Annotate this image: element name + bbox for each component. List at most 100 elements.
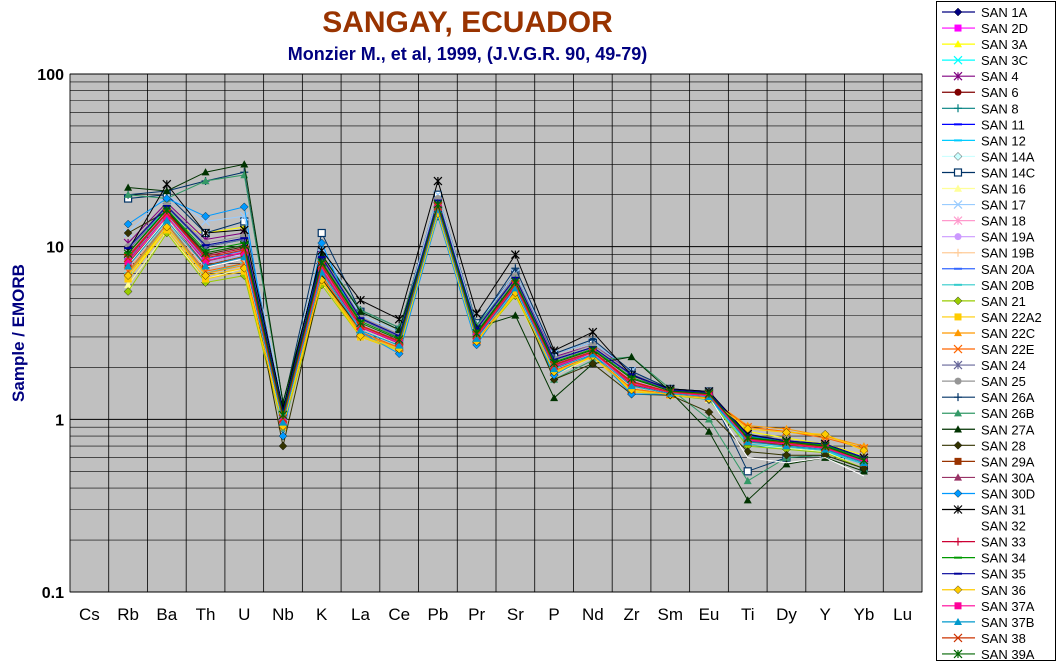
data-point [123,271,133,280]
x-tick-label: Ba [156,605,177,624]
data-point [743,476,752,485]
data-point [317,228,326,238]
data-point [954,88,962,96]
data-point [433,176,443,186]
legend-label: SAN 24 [981,358,1026,373]
legend-label: SAN 36 [981,583,1026,598]
x-tick-label: Y [820,605,831,624]
data-point [954,473,962,481]
data-point [395,341,404,349]
data-point [588,345,598,355]
legend-item: SAN 2D [942,21,1028,36]
data-point [549,358,559,368]
data-point [123,287,133,296]
data-point [394,349,404,358]
data-point [201,271,210,280]
series-line [128,163,865,501]
series-line [127,212,865,451]
legend-item: SAN 37B [942,615,1034,630]
x-tick-label: Lu [893,605,912,624]
data-point [278,410,288,420]
legend-item: SAN 22A2 [942,310,1042,325]
legend-label: SAN 19A [981,230,1035,245]
data-point [124,262,133,270]
y-tick-label: 100 [37,67,64,84]
data-point [123,253,133,263]
data-series [123,160,869,504]
data-point [124,280,133,289]
grid-lines [69,73,923,593]
legend-label: SAN 32 [981,519,1026,534]
x-tick-label: Pr [468,605,485,624]
legend-label: SAN 35 [981,567,1026,582]
legend-item: SAN 32 [981,519,1026,534]
data-point [953,168,963,177]
legend-item: SAN 38 [942,631,1026,646]
data-point [954,425,962,433]
data-point [953,55,963,65]
data-point [240,160,249,168]
data-point [356,295,365,305]
data-point [240,248,248,256]
legend-label: SAN 26A [981,390,1035,405]
data-point [743,467,752,476]
data-point [782,437,791,447]
series-san-39a [123,199,869,465]
data-point [953,200,963,210]
data-point [394,314,404,324]
data-point [201,217,210,226]
series-line [128,192,865,472]
data-point [820,429,830,439]
data-point [782,460,791,468]
data-point [859,455,869,465]
legend-item: SAN 34 [942,551,1026,566]
legend-label: SAN 1A [981,5,1028,20]
series-line [127,205,865,462]
legend-item: SAN 20B [942,278,1034,293]
data-point [239,211,249,221]
x-tick-label: Th [196,605,216,624]
data-point [953,649,963,659]
data-point [954,457,962,465]
legend-label: SAN 25 [981,374,1026,389]
legend-item: SAN 14C [942,165,1035,180]
data-point [820,450,830,460]
data-point [953,633,963,643]
data-point [356,331,365,340]
legend-label: SAN 4 [981,69,1019,84]
legend-item: SAN 1A [942,5,1028,20]
legend-label: SAN 21 [981,294,1026,309]
legend-item: SAN 28 [942,438,1026,453]
x-tick-label: Rb [117,605,139,624]
data-point [472,328,482,338]
series-line [127,179,865,459]
legend-item: SAN 14A [942,149,1035,164]
data-point [954,184,962,192]
data-point [239,225,249,235]
spider-diagram: 0.1 1 10 100 Cs Rb Ba Th U Nb K La Ce Pb Pr Sr P Nd Zr Sm E… [9,67,923,624]
legend-label: SAN 30D [981,486,1035,501]
legend-label: SAN 8 [981,101,1019,116]
data-point [953,71,963,81]
legend-item: SAN 22E [942,342,1035,357]
data-point [953,296,963,306]
data-point [394,335,404,344]
data-point [954,40,962,48]
legend-item: SAN 36 [942,583,1026,598]
data-point [953,585,963,595]
legend-label: SAN 29A [981,454,1035,469]
legend-label: SAN 28 [981,438,1026,453]
legend-label: SAN 16 [981,182,1026,197]
legend-item: SAN 3A [942,37,1028,52]
data-point [953,489,963,498]
data-point [549,375,559,384]
data-point [511,311,520,319]
data-point [550,393,559,402]
data-point [201,228,210,238]
legend-label: SAN 14A [981,149,1035,164]
data-point [279,418,287,426]
data-point [123,228,133,238]
series-line [127,207,865,464]
legend-item: SAN 26A [942,390,1035,405]
legend-label: SAN 26B [981,406,1034,421]
